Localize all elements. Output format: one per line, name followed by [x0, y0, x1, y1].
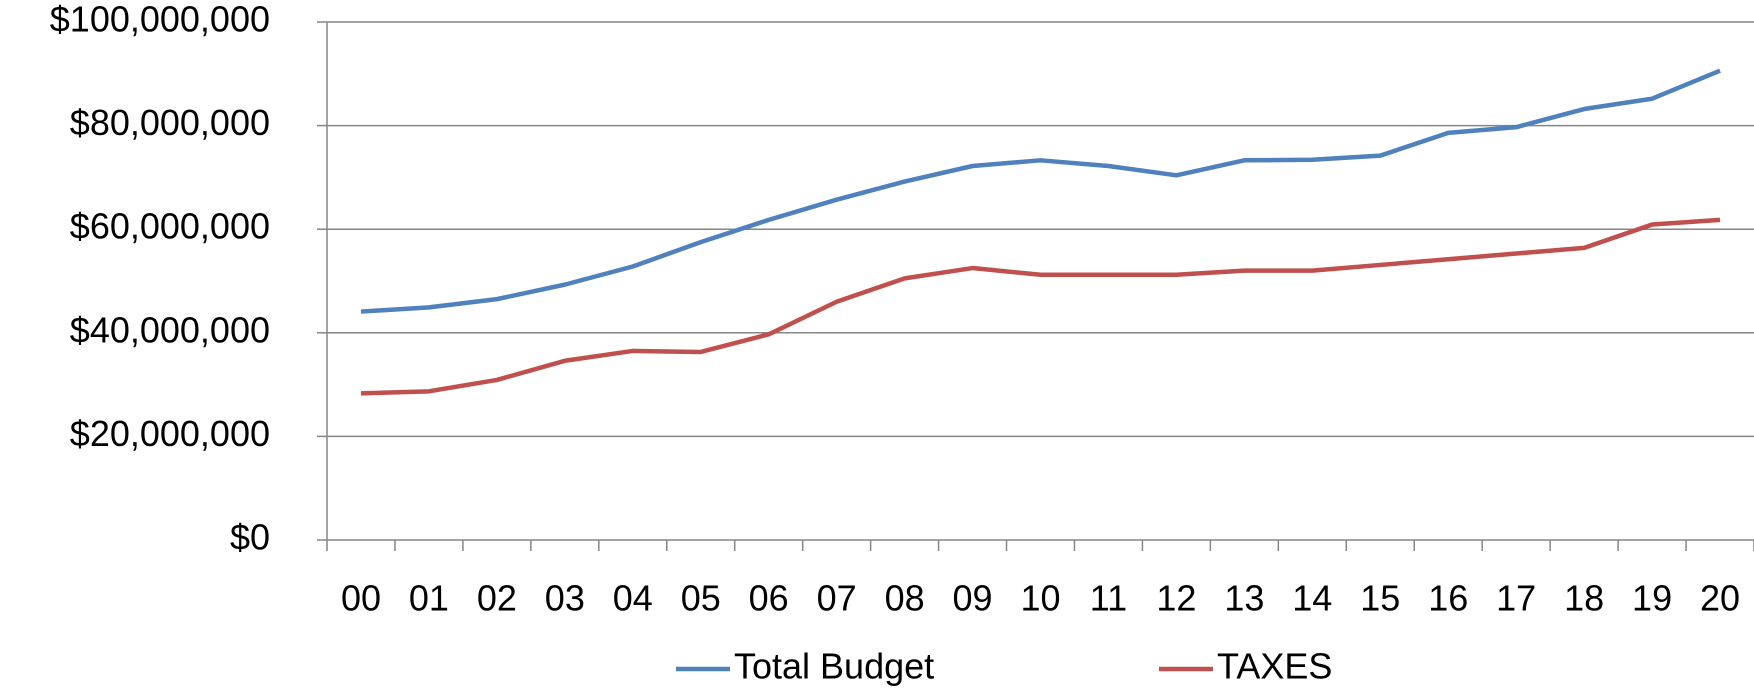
line-series [360, 68, 1721, 314]
x-tick-label: 09 [953, 578, 993, 619]
x-tick-label: 12 [1156, 578, 1196, 619]
x-tick-label: 17 [1496, 578, 1536, 619]
y-tick-label: $100,000,000 [50, 0, 270, 40]
legend-label: Total Budget [734, 646, 934, 687]
x-tick-label: 15 [1360, 578, 1400, 619]
x-tick-label: 19 [1632, 578, 1672, 619]
x-tick-label: 11 [1090, 578, 1127, 619]
y-tick-label: $60,000,000 [70, 206, 270, 247]
y-tick-label: $40,000,000 [70, 309, 270, 350]
y-tick-label: $80,000,000 [70, 102, 270, 143]
line-series [360, 217, 1721, 396]
x-tick-label: 05 [681, 578, 721, 619]
x-tick-label: 01 [409, 578, 449, 619]
x-tick-label: 08 [885, 578, 925, 619]
x-tick-label: 14 [1292, 578, 1332, 619]
x-tick-label: 03 [545, 578, 585, 619]
x-tick-label: 07 [817, 578, 857, 619]
x-tick-label: 10 [1020, 578, 1060, 619]
x-tick-label: 16 [1428, 578, 1468, 619]
x-tick-label: 20 [1700, 578, 1740, 619]
x-tick-label: 02 [477, 578, 517, 619]
x-tick-label: 13 [1224, 578, 1264, 619]
x-tick-label: 00 [341, 578, 381, 619]
legend-label: TAXES [1217, 646, 1332, 687]
y-tick-label: $0 [230, 517, 270, 558]
y-tick-label: $20,000,000 [70, 413, 270, 454]
x-tick-label: 06 [749, 578, 789, 619]
x-tick-label: 04 [613, 578, 653, 619]
x-tick-label: 18 [1564, 578, 1604, 619]
